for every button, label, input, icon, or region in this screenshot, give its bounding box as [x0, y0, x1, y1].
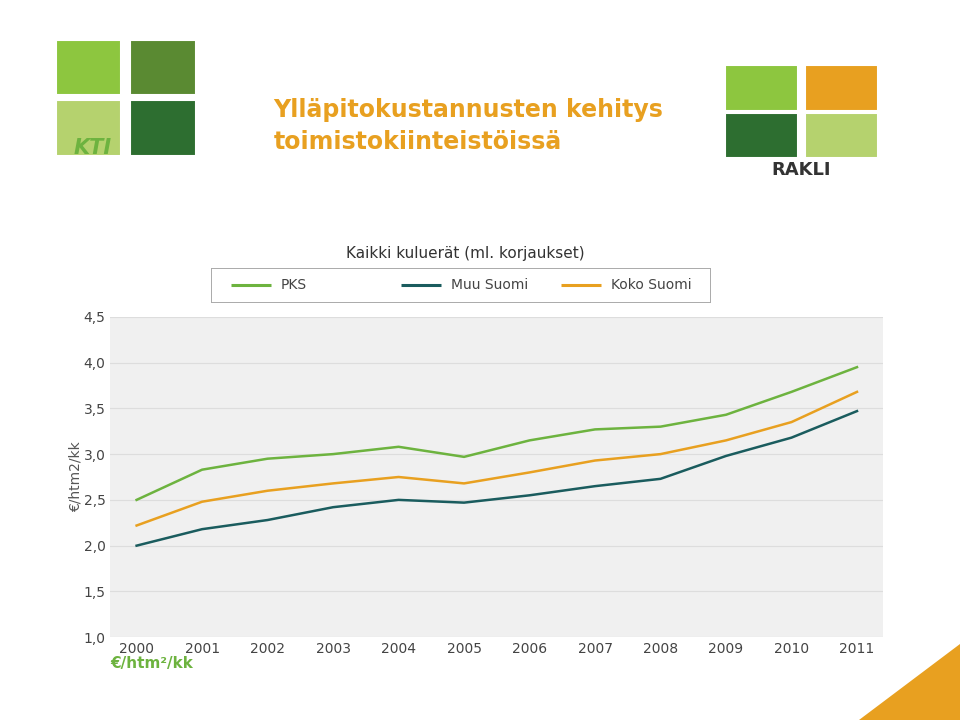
Text: KTI: KTI	[74, 138, 112, 158]
Bar	[131, 101, 196, 156]
Bar	[56, 40, 121, 95]
Y-axis label: €/htm2/kk: €/htm2/kk	[68, 441, 83, 513]
Text: PKS: PKS	[281, 278, 307, 292]
Bar	[725, 113, 798, 158]
Text: €/htm²/kk: €/htm²/kk	[110, 656, 193, 671]
Text: Muu Suomi: Muu Suomi	[451, 278, 528, 292]
Text: Ylläpitokustannusten kehitys
toimistokiinteistöissä: Ylläpitokustannusten kehitys toimistokii…	[274, 98, 663, 154]
Bar	[725, 65, 798, 110]
Text: RAKLI: RAKLI	[772, 161, 831, 179]
Bar	[805, 113, 878, 158]
Text: Kaikki kuluerät (ml. korjaukset): Kaikki kuluerät (ml. korjaukset)	[347, 246, 585, 261]
Bar	[805, 65, 878, 110]
Text: Koko Suomi: Koko Suomi	[611, 278, 691, 292]
Bar	[131, 40, 196, 95]
Polygon shape	[859, 644, 960, 720]
Bar	[56, 101, 121, 156]
